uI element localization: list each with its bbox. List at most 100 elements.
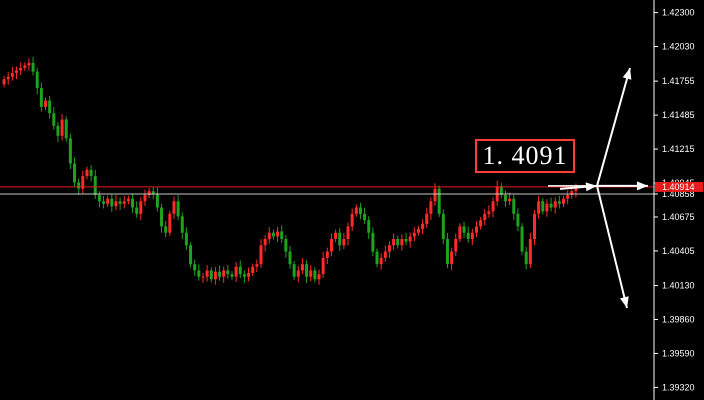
candle (60, 114, 64, 141)
candle-body (110, 198, 114, 207)
candle-body (466, 232, 470, 239)
candle (512, 194, 516, 220)
candle-body (263, 238, 267, 246)
candle-body (15, 70, 19, 73)
candle-body (39, 88, 43, 107)
price-tick-label: 1.42300 (662, 8, 695, 18)
price-tick-label: 1.41755 (662, 76, 695, 86)
candle-body (205, 270, 209, 277)
candle (441, 209, 445, 245)
candle-body (31, 62, 35, 72)
candle (102, 195, 106, 209)
price-tick-label: 1.40405 (662, 246, 695, 256)
candle-body (396, 238, 400, 246)
candle (338, 228, 342, 251)
candle (305, 260, 309, 283)
candle (524, 246, 528, 270)
candle-body (222, 270, 226, 277)
forecast-arrows (548, 67, 648, 309)
candle (15, 66, 19, 80)
candle (10, 66, 14, 81)
candle (64, 116, 68, 142)
candle (416, 225, 420, 236)
candle-body (218, 271, 222, 277)
candle (358, 202, 362, 220)
candle (561, 195, 565, 207)
candle-body (102, 201, 106, 204)
candle (172, 196, 176, 220)
candle-body (143, 194, 147, 202)
candle (251, 263, 255, 277)
candle-body (255, 264, 259, 267)
candle-body (56, 125, 60, 136)
candle (118, 197, 122, 210)
candle-body (160, 207, 164, 227)
candle-body (93, 176, 97, 195)
right-arrow (597, 181, 648, 191)
candle (429, 197, 433, 220)
candle (81, 170, 85, 194)
candle (479, 216, 483, 230)
candle-body (458, 226, 462, 239)
candle (155, 187, 159, 212)
candle (537, 195, 541, 219)
candle (470, 228, 474, 246)
candle (516, 208, 520, 232)
candle (164, 221, 168, 238)
candle (89, 165, 93, 182)
candle-body (135, 207, 139, 214)
candle-body (338, 232, 342, 246)
candle (425, 207, 429, 228)
candle-body (313, 270, 317, 280)
candle (292, 261, 296, 280)
candle (288, 246, 292, 269)
candle-body (437, 188, 441, 214)
candle-body (329, 238, 333, 252)
candle-body (89, 169, 93, 177)
candle-body (570, 191, 574, 195)
candle-body (350, 213, 354, 227)
candle (280, 225, 284, 243)
candle-body (73, 163, 77, 183)
candle-body (147, 191, 151, 195)
candle (503, 190, 507, 207)
candle (160, 203, 164, 233)
candle (557, 195, 561, 209)
candle (300, 257, 304, 275)
candle-body (375, 251, 379, 265)
candle (73, 157, 77, 187)
candle (222, 266, 226, 283)
candle-body (367, 220, 371, 233)
candle (363, 207, 367, 225)
candle-body (267, 232, 271, 239)
candle-body (354, 207, 358, 214)
candle-body (300, 264, 304, 271)
candle-body (549, 203, 553, 208)
up-arrow (596, 67, 632, 187)
candle-body (412, 232, 416, 237)
candle (379, 253, 383, 270)
candle (532, 209, 536, 246)
candle-body (553, 201, 557, 208)
candle-body (371, 232, 375, 252)
candle-body (288, 251, 292, 265)
candle-body (400, 238, 404, 246)
candle (114, 195, 118, 211)
candle-body (64, 119, 68, 139)
current-price-tag: 1.40914 (655, 181, 703, 192)
candle (404, 232, 408, 246)
candle-body (68, 138, 72, 164)
candle-body (342, 238, 346, 246)
candle (209, 267, 213, 283)
candle-body (44, 100, 48, 107)
candle (342, 232, 346, 250)
candle-body (383, 251, 387, 258)
candle-body (201, 276, 205, 278)
candle (143, 189, 147, 206)
candle (213, 267, 217, 285)
candle (375, 248, 379, 268)
candle (2, 76, 6, 88)
candle-body (321, 257, 325, 275)
